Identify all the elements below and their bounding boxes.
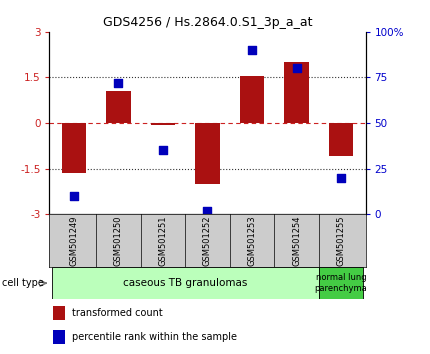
Bar [319, 267, 363, 299]
Point [115, 80, 122, 86]
Text: normal lung
parenchyma: normal lung parenchyma [315, 274, 367, 293]
Text: GSM501253: GSM501253 [248, 215, 256, 266]
Bar [106, 91, 131, 123]
Text: GSM501252: GSM501252 [203, 216, 212, 266]
Bar [240, 76, 264, 123]
Bar [151, 123, 175, 125]
Text: GSM501255: GSM501255 [337, 216, 346, 266]
Bar [61, 123, 86, 173]
Bar [195, 123, 220, 184]
Point [293, 65, 300, 71]
Text: transformed count: transformed count [71, 308, 162, 318]
Text: GSM501251: GSM501251 [159, 216, 167, 266]
Bar [52, 306, 65, 320]
Point [160, 148, 166, 153]
Point [204, 208, 211, 213]
Text: GSM501250: GSM501250 [114, 216, 123, 266]
Bar [329, 123, 353, 156]
Bar [284, 62, 309, 123]
Point [249, 47, 255, 53]
Bar [52, 267, 319, 299]
Text: GSM501249: GSM501249 [69, 216, 78, 266]
Text: cell type: cell type [2, 278, 44, 288]
Title: GDS4256 / Hs.2864.0.S1_3p_a_at: GDS4256 / Hs.2864.0.S1_3p_a_at [103, 16, 312, 29]
Text: percentile rank within the sample: percentile rank within the sample [71, 332, 236, 342]
Point [338, 175, 344, 181]
Bar [52, 330, 65, 344]
Text: GSM501254: GSM501254 [292, 216, 301, 266]
Text: caseous TB granulomas: caseous TB granulomas [123, 278, 247, 288]
Point [71, 193, 77, 199]
